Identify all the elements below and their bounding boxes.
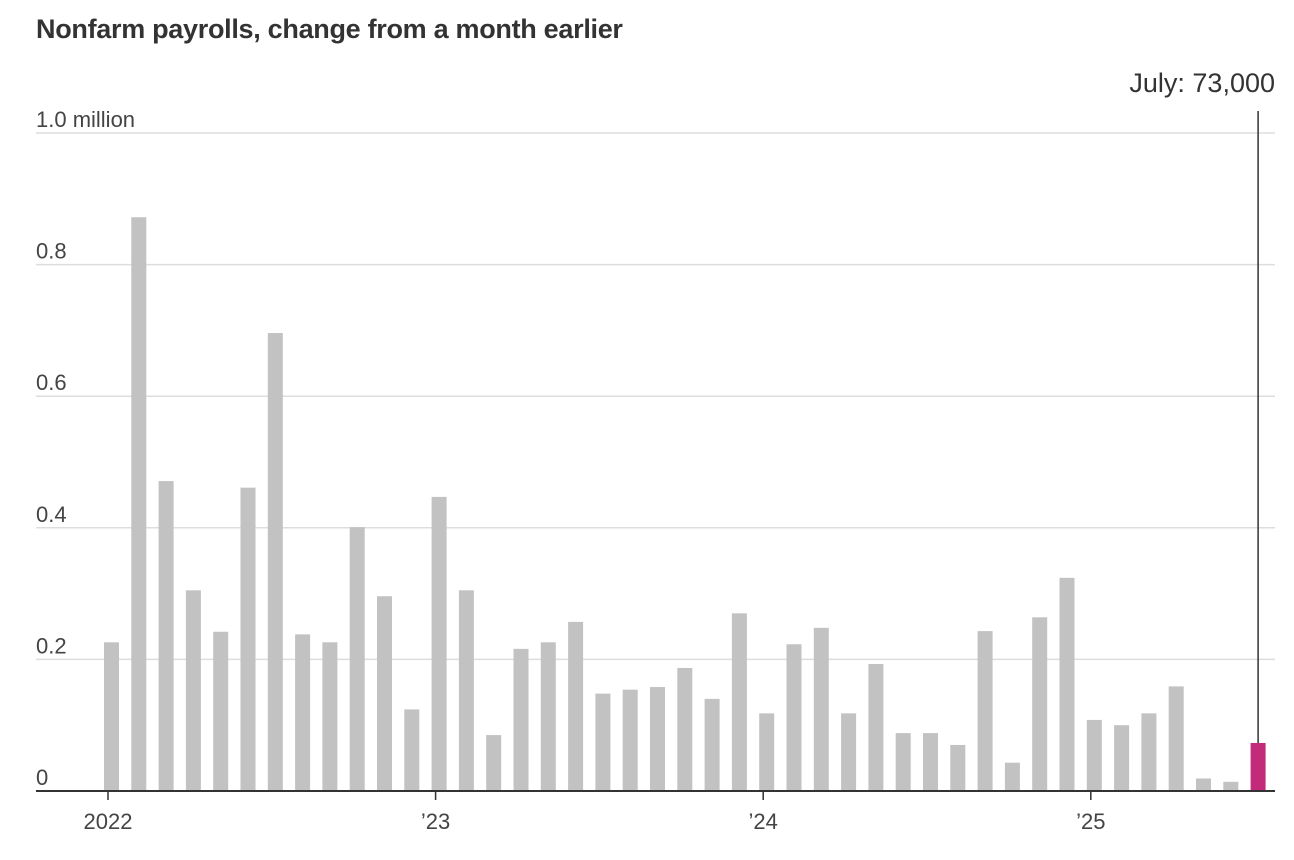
bar <box>322 642 338 791</box>
bar <box>295 634 311 791</box>
bar <box>568 621 584 791</box>
bar <box>1168 686 1184 791</box>
x-axis-ticks: 2022 ’23 ’24 ’25 <box>84 791 1105 834</box>
gridlines <box>36 132 1275 661</box>
bar <box>650 687 665 791</box>
bar <box>813 627 829 791</box>
y-tick-label: 0.6 <box>36 370 67 395</box>
annotation-label: July: 73,000 <box>1129 68 1275 98</box>
bar <box>377 596 392 791</box>
bar <box>1223 781 1239 791</box>
bars <box>104 217 1266 791</box>
bar <box>704 698 720 791</box>
bar <box>486 735 502 791</box>
bar <box>1059 577 1075 791</box>
bar <box>185 590 201 791</box>
bar <box>458 590 474 791</box>
bar <box>1086 719 1102 791</box>
bar <box>868 664 884 791</box>
bar-highlight <box>1250 742 1266 791</box>
bar <box>104 642 119 791</box>
bar <box>841 713 857 791</box>
y-tick-label: 1.0 million <box>36 107 135 132</box>
bar <box>1032 617 1048 791</box>
bar <box>240 487 256 791</box>
bar <box>431 496 447 791</box>
bar <box>131 217 147 791</box>
bar <box>349 527 365 791</box>
bar <box>213 631 229 791</box>
bar <box>1196 778 1211 791</box>
bar <box>786 644 802 791</box>
bar <box>513 648 529 791</box>
bar <box>267 333 283 791</box>
annotation: July: 73,000 <box>1129 68 1275 743</box>
bar <box>404 709 420 791</box>
bar <box>1114 725 1130 791</box>
bar <box>677 667 693 791</box>
chart-title: Nonfarm payrolls, change from a month ea… <box>36 14 623 44</box>
bar <box>1141 713 1157 791</box>
y-axis-ticks: 0 0.2 0.4 0.6 0.8 1.0 million <box>36 107 135 790</box>
bar <box>540 642 556 791</box>
x-tick-label: ’25 <box>1076 809 1105 834</box>
x-tick-label: 2022 <box>84 809 133 834</box>
bar <box>595 693 611 791</box>
y-tick-label: 0.2 <box>36 633 67 658</box>
x-tick-label: ’24 <box>749 809 778 834</box>
bar <box>731 613 747 791</box>
x-tick-label: ’23 <box>421 809 450 834</box>
bar <box>1004 762 1020 791</box>
y-tick-label: 0.4 <box>36 502 67 527</box>
bar <box>923 733 938 791</box>
y-tick-label: 0 <box>36 765 48 790</box>
y-tick-label: 0.8 <box>36 239 67 264</box>
bar <box>950 744 966 791</box>
bar <box>622 689 638 791</box>
bar <box>895 733 911 791</box>
bar <box>759 713 775 791</box>
bar <box>158 481 174 791</box>
bar <box>977 631 993 791</box>
